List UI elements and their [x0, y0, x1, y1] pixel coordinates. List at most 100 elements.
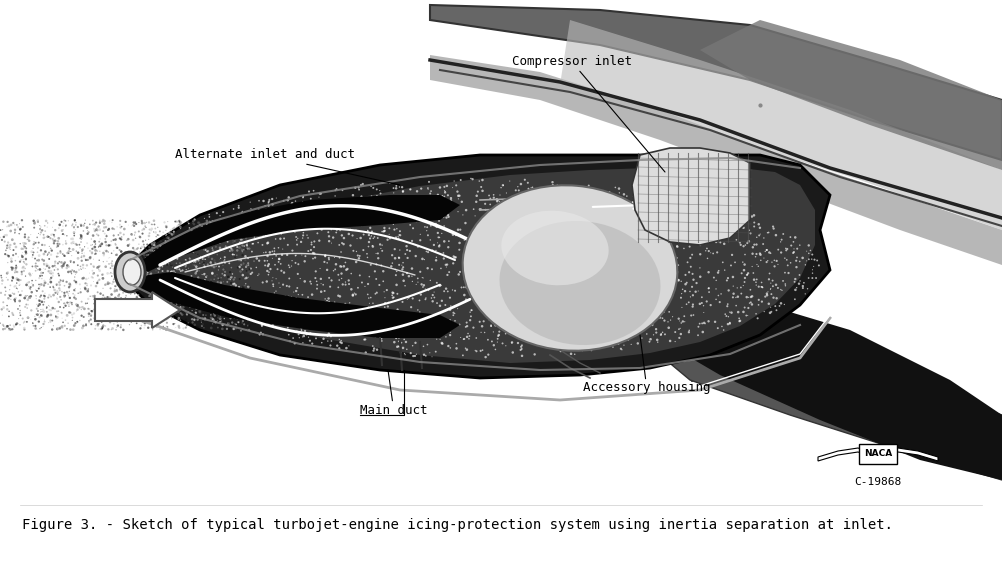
Point — [370, 254, 386, 263]
Point — [517, 264, 533, 273]
Point — [603, 293, 619, 302]
Point — [184, 241, 200, 250]
Point — [52, 275, 68, 284]
Point — [293, 237, 309, 246]
Point — [175, 233, 191, 242]
Point — [98, 241, 114, 250]
Point — [178, 310, 194, 319]
Point — [43, 273, 59, 282]
Point — [334, 274, 350, 283]
Point — [186, 246, 202, 255]
Point — [63, 234, 79, 243]
Point — [174, 310, 190, 319]
Point — [205, 230, 221, 239]
Point — [514, 299, 530, 308]
Point — [343, 241, 359, 250]
Point — [426, 241, 442, 250]
Point — [267, 289, 283, 298]
Point — [64, 298, 80, 307]
Point — [628, 242, 644, 251]
Point — [575, 268, 591, 277]
Point — [94, 239, 110, 248]
Point — [18, 247, 34, 256]
Point — [657, 249, 673, 258]
Point — [254, 321, 270, 331]
Point — [167, 324, 183, 333]
Point — [417, 222, 433, 231]
Point — [505, 248, 521, 257]
Point — [606, 211, 622, 220]
Point — [142, 298, 158, 307]
Point — [553, 286, 569, 295]
Point — [697, 239, 713, 248]
Point — [209, 279, 225, 288]
Point — [271, 258, 287, 267]
Point — [0, 233, 12, 242]
Point — [198, 226, 214, 235]
Point — [391, 253, 407, 262]
Point — [216, 282, 232, 291]
Point — [164, 237, 180, 246]
Point — [75, 260, 91, 269]
Point — [391, 204, 407, 213]
Point — [59, 288, 75, 297]
Point — [504, 338, 520, 347]
Point — [231, 275, 247, 284]
Point — [208, 218, 224, 227]
Point — [179, 258, 195, 267]
Point — [198, 225, 214, 234]
Point — [556, 271, 572, 280]
Point — [441, 268, 457, 277]
Point — [113, 298, 129, 307]
Point — [210, 313, 226, 322]
Point — [120, 263, 136, 272]
Point — [11, 229, 27, 238]
Point — [124, 250, 140, 259]
Point — [504, 338, 520, 348]
Point — [387, 201, 403, 210]
Point — [75, 273, 91, 282]
Point — [562, 271, 578, 280]
Point — [36, 276, 52, 285]
Point — [455, 351, 471, 360]
Point — [25, 319, 41, 328]
Point — [331, 200, 347, 209]
Point — [541, 325, 557, 334]
Point — [21, 293, 37, 302]
Point — [211, 315, 227, 324]
Point — [70, 254, 86, 263]
Point — [224, 269, 240, 278]
Point — [398, 337, 414, 346]
Point — [502, 238, 518, 247]
Point — [363, 293, 379, 302]
Point — [238, 234, 255, 243]
Point — [692, 263, 708, 272]
Point — [491, 327, 507, 336]
Point — [180, 318, 196, 327]
Point — [475, 346, 491, 355]
Point — [199, 304, 215, 313]
Point — [66, 321, 82, 330]
Point — [144, 257, 160, 266]
Point — [696, 206, 712, 215]
Point — [334, 231, 350, 240]
Point — [484, 239, 500, 248]
Point — [239, 308, 256, 318]
Point — [108, 308, 124, 318]
Point — [145, 228, 161, 237]
Point — [681, 326, 697, 335]
Point — [366, 194, 382, 203]
Point — [641, 295, 657, 304]
Point — [223, 249, 239, 258]
Point — [146, 238, 162, 247]
Point — [117, 248, 133, 257]
Point — [89, 230, 105, 239]
Point — [241, 222, 258, 231]
Point — [485, 305, 501, 314]
Point — [85, 245, 101, 254]
Point — [503, 303, 519, 312]
Point — [145, 256, 161, 265]
Point — [113, 233, 129, 242]
Point — [706, 215, 722, 224]
Point — [296, 332, 312, 341]
